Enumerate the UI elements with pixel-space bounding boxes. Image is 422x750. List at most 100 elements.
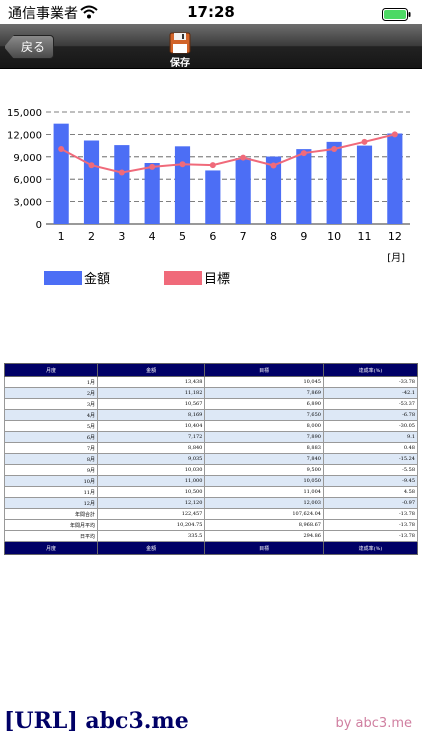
table-cell: 2月 bbox=[4, 387, 98, 399]
line-point bbox=[270, 162, 277, 169]
table-cell: 7月 bbox=[4, 442, 98, 454]
x-tick-label: 11 bbox=[358, 230, 372, 243]
bar bbox=[174, 146, 191, 224]
x-tick-label: 1 bbox=[58, 230, 65, 243]
table-cell: 8,968.67 bbox=[204, 519, 324, 531]
wifi-icon bbox=[80, 4, 98, 23]
table-cell: -5.58 bbox=[322, 464, 419, 476]
table-cell: 9月 bbox=[4, 464, 98, 476]
table-cell: 10,045 bbox=[204, 376, 324, 388]
bar bbox=[114, 145, 130, 224]
save-label: 保存 bbox=[170, 58, 190, 69]
battery-icon bbox=[382, 6, 412, 25]
table-row: 日平均 335.5 294.86 -13.78 bbox=[4, 530, 419, 542]
table-row: 9月 10,030 9,500 -5.58 bbox=[4, 464, 419, 476]
table-cell: 3月 bbox=[4, 398, 98, 410]
y-tick-label: 9,000 bbox=[13, 153, 42, 164]
table-cell: 10,030 bbox=[96, 464, 206, 476]
table-cell: -33.78 bbox=[322, 376, 419, 388]
table-row: 2月 11,182 7,869 -42.1 bbox=[4, 387, 419, 399]
table-cell: 335.5 bbox=[96, 530, 206, 542]
table-cell: 4.58 bbox=[322, 486, 419, 498]
table-cell: 7,840 bbox=[204, 453, 324, 465]
x-tick-label: 4 bbox=[149, 230, 156, 243]
bar bbox=[296, 149, 312, 224]
x-tick-label: 2 bbox=[88, 230, 95, 243]
legend-swatch-amount bbox=[44, 271, 82, 285]
bar bbox=[144, 163, 160, 224]
table-row: 年間月平均 10,204.75 8,968.67 -13.78 bbox=[4, 519, 419, 531]
table-cell: -6.78 bbox=[322, 409, 419, 421]
table-cell: 6月 bbox=[4, 431, 98, 443]
table-cell: 10,567 bbox=[96, 398, 206, 410]
bar bbox=[387, 133, 403, 224]
line-series bbox=[58, 131, 398, 176]
y-tick-label: 3,000 bbox=[13, 198, 42, 209]
y-tick-label: 12,000 bbox=[7, 130, 42, 141]
line-point bbox=[331, 145, 338, 152]
x-tick-label: 6 bbox=[209, 230, 216, 243]
table-cell: -30.05 bbox=[322, 420, 419, 432]
table-cell: 12月 bbox=[4, 497, 98, 509]
legend-swatch-target bbox=[164, 271, 202, 285]
table-cell: -9.45 bbox=[322, 475, 419, 487]
save-button[interactable]: 保存 bbox=[160, 30, 200, 69]
table-cell: 8,840 bbox=[96, 442, 206, 454]
line-point bbox=[391, 131, 398, 138]
table-cell: -13.78 bbox=[322, 530, 419, 542]
x-tick-label: 3 bbox=[118, 230, 125, 243]
table-cell: 10,050 bbox=[204, 475, 324, 487]
table-row: 年間合計 122,457 107,624.04 -13.78 bbox=[4, 508, 419, 520]
header-rate: 達成率(%) bbox=[322, 363, 419, 377]
floppy-disk-icon bbox=[169, 32, 191, 54]
table-cell: -53.37 bbox=[322, 398, 419, 410]
table-row: 3月 10,567 6,890 -53.37 bbox=[4, 398, 419, 410]
table-cell: 6,890 bbox=[204, 398, 324, 410]
chart-grid bbox=[46, 111, 410, 225]
table-cell: -0.97 bbox=[322, 497, 419, 509]
table-header-row: 月度 金額 目標 達成率(%) bbox=[4, 363, 419, 377]
footer-target: 目標 bbox=[204, 541, 324, 555]
x-tick-label: 5 bbox=[179, 230, 186, 243]
table-cell: 9.1 bbox=[322, 431, 419, 443]
table-cell: 7,890 bbox=[204, 431, 324, 443]
table-row: 8月 9,035 7,840 -15.24 bbox=[4, 453, 419, 465]
table-cell: 7,650 bbox=[204, 409, 324, 421]
y-tick-label: 6,000 bbox=[13, 175, 42, 186]
table-row: 12月 12,120 12,003 -0.97 bbox=[4, 497, 419, 509]
table-cell: 107,624.04 bbox=[204, 508, 324, 520]
table-cell: 8月 bbox=[4, 453, 98, 465]
table-cell: 8,169 bbox=[96, 409, 206, 421]
table-row: 5月 10,404 8,000 -30.05 bbox=[4, 420, 419, 432]
table-cell: 7,172 bbox=[96, 431, 206, 443]
table-cell: 0.48 bbox=[322, 442, 419, 454]
x-axis: 1 2 3 4 5 6 7 8 9 10 11 12 bbox=[58, 230, 402, 243]
x-tick-label: 8 bbox=[270, 230, 277, 243]
table-cell: 122,457 bbox=[96, 508, 206, 520]
legend-label-target: 目標 bbox=[204, 272, 231, 287]
table-footer-row: 月度 金額 目標 達成率(%) bbox=[4, 541, 419, 555]
nav-bar: 戻る bbox=[0, 24, 422, 69]
footer-url[interactable]: [URL] abc3.me bbox=[4, 708, 189, 734]
back-button[interactable]: 戻る bbox=[4, 35, 55, 59]
table-row: 7月 8,840 8,883 0.48 bbox=[4, 442, 419, 454]
bar-series bbox=[53, 123, 403, 224]
table-cell: -13.78 bbox=[322, 519, 419, 531]
table-cell: 10,404 bbox=[96, 420, 206, 432]
line-point bbox=[240, 154, 247, 161]
table-cell: 10,500 bbox=[96, 486, 206, 498]
x-tick-label: 9 bbox=[300, 230, 307, 243]
table-cell: 日平均 bbox=[4, 530, 98, 542]
table-cell: 1月 bbox=[4, 376, 98, 388]
header-target: 目標 bbox=[204, 363, 324, 377]
table-cell: 12,003 bbox=[204, 497, 324, 509]
table-row: 6月 7,172 7,890 9.1 bbox=[4, 431, 419, 443]
bar bbox=[53, 123, 69, 224]
header-amount: 金額 bbox=[96, 363, 206, 377]
table-row: 1月 13,438 10,045 -33.78 bbox=[4, 376, 419, 388]
table-cell: 9,500 bbox=[204, 464, 324, 476]
header-month: 月度 bbox=[4, 363, 98, 377]
table-body: 1月 13,438 10,045 -33.78 2月 11,182 7,869 -42.1 3月… bbox=[4, 376, 419, 542]
line-point bbox=[179, 161, 186, 168]
line-point bbox=[361, 138, 368, 145]
